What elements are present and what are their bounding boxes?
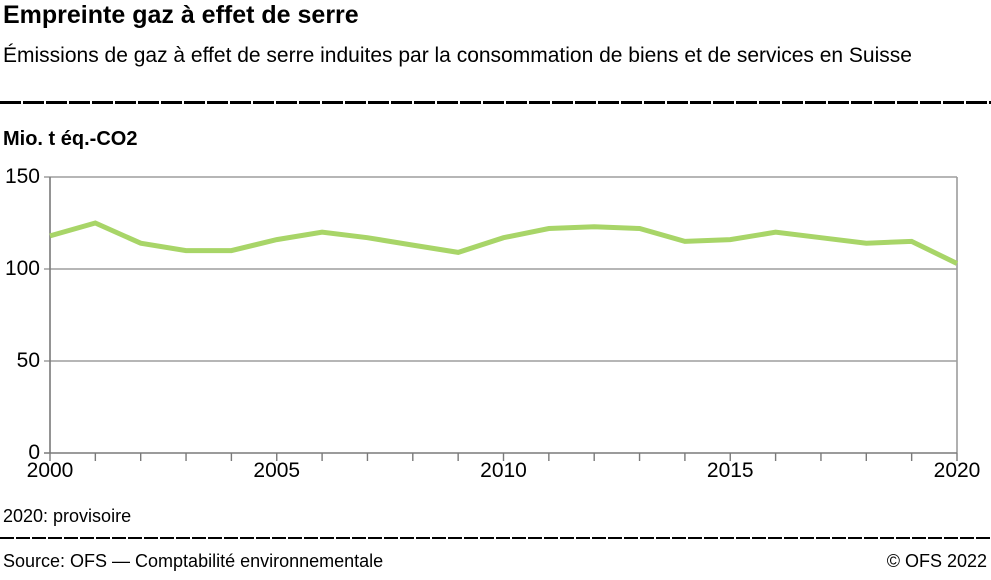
footer-row: Source: OFS — Comptabilité environnement… (3, 551, 987, 572)
header-divider (0, 101, 991, 104)
x-tick-label-2015: 2015 (706, 459, 754, 482)
y-axis-unit-label: Mio. t éq.-CO2 (3, 128, 138, 150)
x-tick-label-2010: 2010 (480, 459, 527, 482)
chart-subtitle: Émissions de gaz à effet de serre induit… (3, 44, 912, 67)
x-tick-label-2020: 2020 (933, 459, 981, 482)
y-tick-label-100: 100 (4, 257, 40, 280)
x-tick-label-2005: 2005 (253, 459, 301, 482)
y-tick-label-150: 150 (4, 165, 40, 188)
x-tick-label-2000: 2000 (26, 459, 74, 482)
page-title: Empreinte gaz à effet de serre (3, 1, 359, 29)
y-tick-label-50: 50 (16, 349, 40, 372)
emissions-line (49, 220, 959, 266)
footer-divider (0, 537, 991, 539)
copyright-text: © OFS 2022 (886, 551, 987, 571)
source-text: Source: OFS — Comptabilité environnement… (3, 551, 384, 571)
y-tick-label-0: 0 (28, 441, 40, 464)
provisional-note: 2020: provisoire (3, 506, 132, 526)
